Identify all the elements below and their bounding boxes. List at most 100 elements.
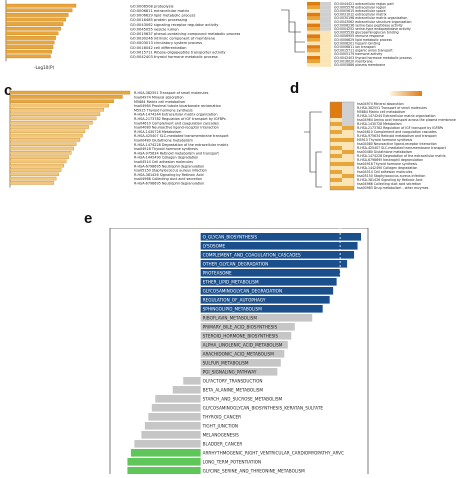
panel-a-bar: [5, 3, 77, 8]
panel-b-cell: [307, 23, 320, 28]
panel-b-cell: [320, 27, 331, 31]
panel-e-chart: O_GLYCAN_BIOSYNTHESIS LYSOSOME COMPLEMENT_…: [109, 227, 369, 478]
panel-d-cell: [330, 102, 342, 106]
panel-c-term-label: R-HSA-381426 Signaling by Retinoic Acid: [134, 173, 204, 177]
panel-d-cell: [330, 174, 342, 178]
panel-b-term-label: GO:0008201 heparin binding: [334, 41, 380, 45]
panel-c-bar: [9, 142, 77, 146]
panel-label-d: d: [290, 80, 300, 97]
panel-d-term-label: R-HSA-2173782 Regulation of IGF transpor…: [357, 126, 444, 130]
panel-d-frame: [329, 101, 355, 191]
panel-e-bar: [200, 323, 295, 331]
panel-e-bar-label: PGI_SIGNALING_PATHWAY: [203, 370, 257, 375]
panel-e-bar-label: GLYCINE_SERINE_AND_THREONINE_METABOLISM: [203, 469, 305, 474]
panel-d-cell: [342, 162, 354, 166]
panel-c-term-label: M5915 Thyroid hormone synthesis: [134, 108, 193, 112]
panel-c-term-label: hsa04514 Cell adhesion molecules: [134, 160, 193, 164]
panel-b-heatmap: GO:0044421 extracellular region partGO:0…: [281, 2, 412, 67]
panel-c-bar: [9, 90, 131, 95]
panel-d-cell: [342, 110, 354, 114]
panel-c-term-label: R-HSA-975634 Retinoid metabolism and tra…: [134, 151, 220, 155]
panel-d-cell: [342, 166, 354, 170]
panel-d-cell: [342, 102, 354, 106]
panel-b-cell: [320, 48, 331, 53]
panel-b-cell: [307, 12, 320, 17]
panel-c-term-label: R-HSA-6798695 Neutrophil degranulation: [134, 164, 204, 168]
panel-b-cell: [320, 30, 331, 35]
panel-b-cell: [307, 9, 320, 13]
panel-c-bar: [9, 176, 57, 181]
panel-a-term-label: GO:0016485 protein processing: [130, 18, 187, 22]
panel-d-cell: [330, 166, 342, 170]
panel-e-bar-label: TIGHT_JUNCTION: [202, 424, 238, 429]
panel-c-bar: [9, 116, 97, 121]
panel-b-cell: [307, 30, 320, 35]
panel-e-bar-label: BLADDER_CANCER: [203, 442, 243, 447]
panel-b-term-label: GO:0004252 serine-type endopeptidase act…: [334, 27, 411, 31]
panel-a-bar: [5, 45, 54, 49]
panel-a-bar: [5, 40, 55, 45]
panel-a-xlabel: -Log10(P): [34, 65, 54, 70]
panel-e-bar: [183, 377, 201, 385]
panel-a-bar: [5, 54, 51, 59]
panel-b-cell: [320, 34, 331, 38]
panel-e-bar: [200, 341, 288, 349]
panel-b-cell: [320, 63, 331, 67]
panel-d-term-label: hsa04918 Thyroid hormone synthesis: [357, 162, 417, 166]
panel-e-bar-label: OTHER_GLYCAN_DEGRADATION: [203, 262, 269, 267]
panel-e-bar-label: STEROID_HORMONE_BIOSYNTHESIS: [203, 334, 279, 339]
panel-b-term-label: GO:0042403 thyroid hormone metabolic pro…: [334, 56, 412, 60]
panel-d-cell: [342, 146, 354, 150]
panel-d-cell: [330, 158, 342, 162]
panel-a-term-label: GO:0006629 lipid metabolic process: [130, 14, 195, 18]
panel-a-term-label: GO:0003013 circulatory system process: [130, 41, 202, 45]
panel-d-cell: [342, 134, 354, 138]
panel-e-bar-label: OLFACTORY_TRANSDUCTION: [203, 379, 263, 384]
panel-d-cell: [330, 126, 342, 130]
panel-e-bar: [127, 467, 201, 475]
panel-a-term-label: GO:0015711 Ribose-oligopeptide transport…: [130, 50, 226, 54]
panel-b-cell: [307, 38, 320, 42]
panel-b-cell: [307, 63, 320, 67]
panel-e-bar: [200, 260, 348, 268]
panel-e-bar-label: ETHER_LIPID_METABOLISM: [203, 280, 259, 285]
panel-d-term-label: hsa04974 Mineral absorption: [357, 102, 404, 106]
panel-d-dendrogram: [304, 111, 322, 188]
panel-e-bar: [141, 431, 201, 439]
panel-e-bar-label: BETA_ALANINE_METABOLISM: [203, 388, 264, 393]
panel-d-cell: [330, 130, 342, 134]
panel-e-bar: [200, 242, 358, 250]
panel-c-bar: [9, 138, 81, 142]
panel-b-cell: [320, 2, 331, 6]
panel-d-cell: [342, 178, 354, 182]
panel-d-cell: [330, 142, 342, 146]
panel-d-cell: [330, 118, 342, 122]
panel-b-term-label: GO:0005886 plasma membrane: [334, 63, 385, 67]
panel-b-cell: [320, 20, 331, 24]
panel-d-term-label: R-HSA-6798695 Neutrophil degranulation: [357, 158, 423, 162]
panel-b-cell: [320, 45, 331, 49]
panel-d-cell: [330, 150, 342, 154]
panel-d-cell: [342, 138, 354, 142]
panel-d-cell: [330, 134, 342, 138]
panel-d-cell: [342, 182, 354, 186]
panel-d-term-label: hsa04964 Amino acid transport across the…: [357, 118, 456, 122]
panel-d-cell: [342, 150, 354, 154]
panel-e-bar: [144, 422, 201, 430]
panel-c-bar: [9, 172, 59, 177]
panel-b-term-label: GO:0031012 extracellular matrix: [334, 13, 387, 17]
panel-d-cell: [330, 170, 342, 174]
panel-c-term-label: hsa04974 Mineral absorption: [134, 96, 184, 100]
panel-a-term-label: GO:0030246 intrinsic component of membra…: [130, 37, 216, 41]
panel-d-term-label: hsa00983 Drug metabolism - other enzymes: [357, 186, 429, 190]
panel-e-bar-label: LYSOSOME: [203, 244, 226, 249]
panel-b-cell: [307, 52, 320, 56]
panel-c-term-label: R-HSA-1474228 Degradation of the extrace…: [134, 143, 228, 147]
panel-d-term-label: R-HSA-1442490 Collagen degradation: [357, 166, 417, 170]
panel-d-cell: [330, 178, 342, 182]
panel-b-term-label: GO:0006955 immune response: [334, 34, 384, 38]
panel-c-bar: [9, 155, 69, 159]
panel-b-cell: [307, 48, 320, 53]
panel-d-cell: [342, 106, 354, 110]
panel-c-bar: [9, 120, 93, 125]
